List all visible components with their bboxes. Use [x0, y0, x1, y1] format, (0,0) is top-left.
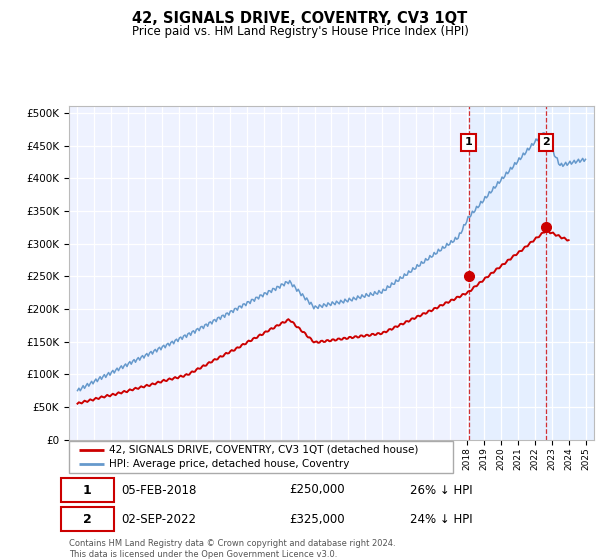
Text: 24% ↓ HPI: 24% ↓ HPI [410, 512, 473, 526]
Text: 42, SIGNALS DRIVE, COVENTRY, CV3 1QT (detached house): 42, SIGNALS DRIVE, COVENTRY, CV3 1QT (de… [109, 445, 419, 455]
Text: 05-FEB-2018: 05-FEB-2018 [121, 483, 197, 497]
Text: 2: 2 [83, 512, 92, 526]
Text: HPI: Average price, detached house, Coventry: HPI: Average price, detached house, Cove… [109, 459, 350, 469]
Text: 1: 1 [464, 137, 472, 147]
Bar [469, 106, 594, 440]
Text: 1: 1 [83, 483, 92, 497]
Text: £325,000: £325,000 [290, 512, 345, 526]
FancyBboxPatch shape [69, 441, 453, 473]
FancyBboxPatch shape [61, 478, 113, 502]
Text: 26% ↓ HPI: 26% ↓ HPI [410, 483, 473, 497]
Text: Price paid vs. HM Land Registry's House Price Index (HPI): Price paid vs. HM Land Registry's House … [131, 25, 469, 38]
Text: 2: 2 [542, 137, 550, 147]
Text: Contains HM Land Registry data © Crown copyright and database right 2024.
This d: Contains HM Land Registry data © Crown c… [69, 539, 395, 559]
FancyBboxPatch shape [61, 507, 113, 531]
Text: £250,000: £250,000 [290, 483, 345, 497]
Text: 02-SEP-2022: 02-SEP-2022 [121, 512, 197, 526]
Text: 42, SIGNALS DRIVE, COVENTRY, CV3 1QT: 42, SIGNALS DRIVE, COVENTRY, CV3 1QT [133, 11, 467, 26]
